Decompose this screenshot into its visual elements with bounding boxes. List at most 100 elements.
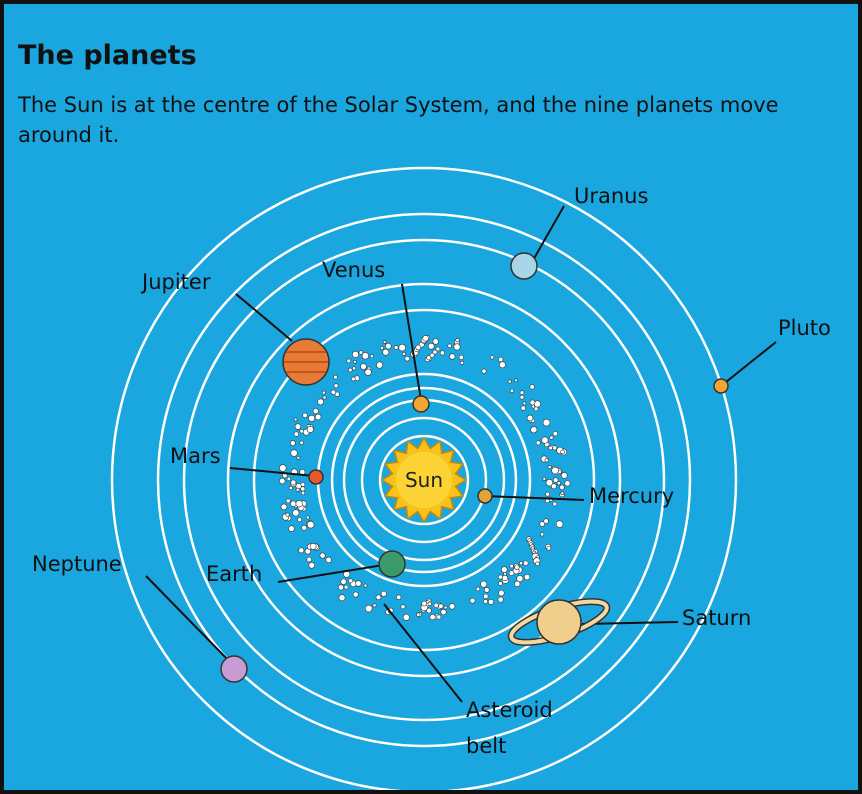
asteroid xyxy=(508,380,511,383)
asteroid xyxy=(449,603,455,609)
asteroid xyxy=(402,352,405,355)
label: Pluto xyxy=(778,316,831,340)
asteroid xyxy=(323,396,326,399)
asteroid xyxy=(353,592,358,597)
asteroid xyxy=(307,521,314,528)
label: Neptune xyxy=(32,552,122,576)
asteroid xyxy=(301,491,304,494)
asteroid xyxy=(561,472,567,478)
asteroid xyxy=(439,604,444,609)
asteroid xyxy=(551,484,556,489)
asteroid xyxy=(498,590,504,596)
label: Asteroid belt xyxy=(466,692,566,764)
asteroid xyxy=(423,335,429,341)
asteroid xyxy=(334,384,338,388)
leader-line xyxy=(384,604,462,702)
asteroid xyxy=(550,436,554,440)
asteroid xyxy=(536,441,540,445)
asteroid xyxy=(383,341,386,344)
asteroid xyxy=(470,598,475,603)
asteroid xyxy=(531,427,537,433)
asteroid xyxy=(394,346,398,350)
asteroid xyxy=(381,591,386,596)
asteroid xyxy=(540,533,543,536)
asteroid xyxy=(287,477,291,481)
asteroid xyxy=(338,585,343,590)
asteroid xyxy=(515,565,520,570)
asteroid xyxy=(296,500,303,507)
asteroid xyxy=(428,602,432,606)
asteroid xyxy=(565,481,570,486)
asteroid xyxy=(353,360,356,363)
asteroid xyxy=(501,567,507,573)
asteroid xyxy=(347,359,351,363)
asteroid xyxy=(326,557,332,563)
asteroid xyxy=(320,553,325,558)
asteroid xyxy=(290,441,295,446)
asteroid xyxy=(444,606,447,609)
asteroid xyxy=(417,613,421,617)
asteroid xyxy=(298,518,302,522)
asteroid xyxy=(545,459,548,462)
asteroid xyxy=(530,385,535,390)
label: Saturn xyxy=(682,606,751,630)
asteroid xyxy=(490,356,494,360)
mars xyxy=(309,470,323,484)
asteroid xyxy=(427,356,431,360)
earth xyxy=(379,551,405,577)
asteroid xyxy=(459,355,464,360)
leader-line xyxy=(485,496,584,500)
asteroid xyxy=(561,450,565,454)
leader-line xyxy=(402,284,421,400)
asteroid xyxy=(521,406,526,411)
description: The Sun is at the centre of the Solar Sy… xyxy=(18,90,838,150)
asteroid xyxy=(376,595,381,600)
asteroid xyxy=(561,492,564,495)
label: Jupiter xyxy=(142,270,210,294)
asteroid xyxy=(481,581,487,587)
asteroid xyxy=(365,369,372,376)
asteroid xyxy=(437,615,441,619)
asteroid xyxy=(510,564,514,568)
asteroid xyxy=(286,499,290,503)
asteroid xyxy=(302,525,307,530)
asteroid xyxy=(403,614,409,620)
asteroid xyxy=(454,344,460,350)
asteroid xyxy=(510,389,514,393)
asteroid xyxy=(299,548,304,553)
asteroid xyxy=(549,446,553,450)
asteroid xyxy=(433,339,439,345)
asteroid xyxy=(498,597,503,602)
asteroid xyxy=(286,513,289,516)
asteroid xyxy=(322,391,325,394)
venus xyxy=(413,396,429,412)
asteroid xyxy=(351,377,355,381)
asteroid xyxy=(294,432,299,437)
asteroid xyxy=(376,362,382,368)
asteroid xyxy=(534,401,540,407)
asteroid xyxy=(519,561,522,564)
asteroid xyxy=(543,477,546,480)
asteroid xyxy=(348,579,352,583)
asteroid xyxy=(291,480,296,485)
asteroid xyxy=(339,595,345,601)
mercury xyxy=(478,489,492,503)
asteroid xyxy=(530,400,535,405)
asteroid xyxy=(308,415,314,421)
asteroid xyxy=(365,605,372,612)
asteroid xyxy=(356,581,362,587)
asteroid xyxy=(527,415,533,421)
asteroid xyxy=(370,355,373,358)
asteroid xyxy=(520,395,524,399)
asteroid xyxy=(405,356,410,361)
asteroid xyxy=(542,437,549,444)
asteroid xyxy=(540,522,545,527)
asteroid xyxy=(484,587,489,592)
asteroid xyxy=(514,581,520,587)
asteroid xyxy=(523,561,528,566)
asteroid xyxy=(373,604,376,607)
asteroid xyxy=(430,614,436,620)
asteroid xyxy=(364,584,367,587)
asteroid xyxy=(553,502,557,506)
asteroid xyxy=(524,574,530,580)
